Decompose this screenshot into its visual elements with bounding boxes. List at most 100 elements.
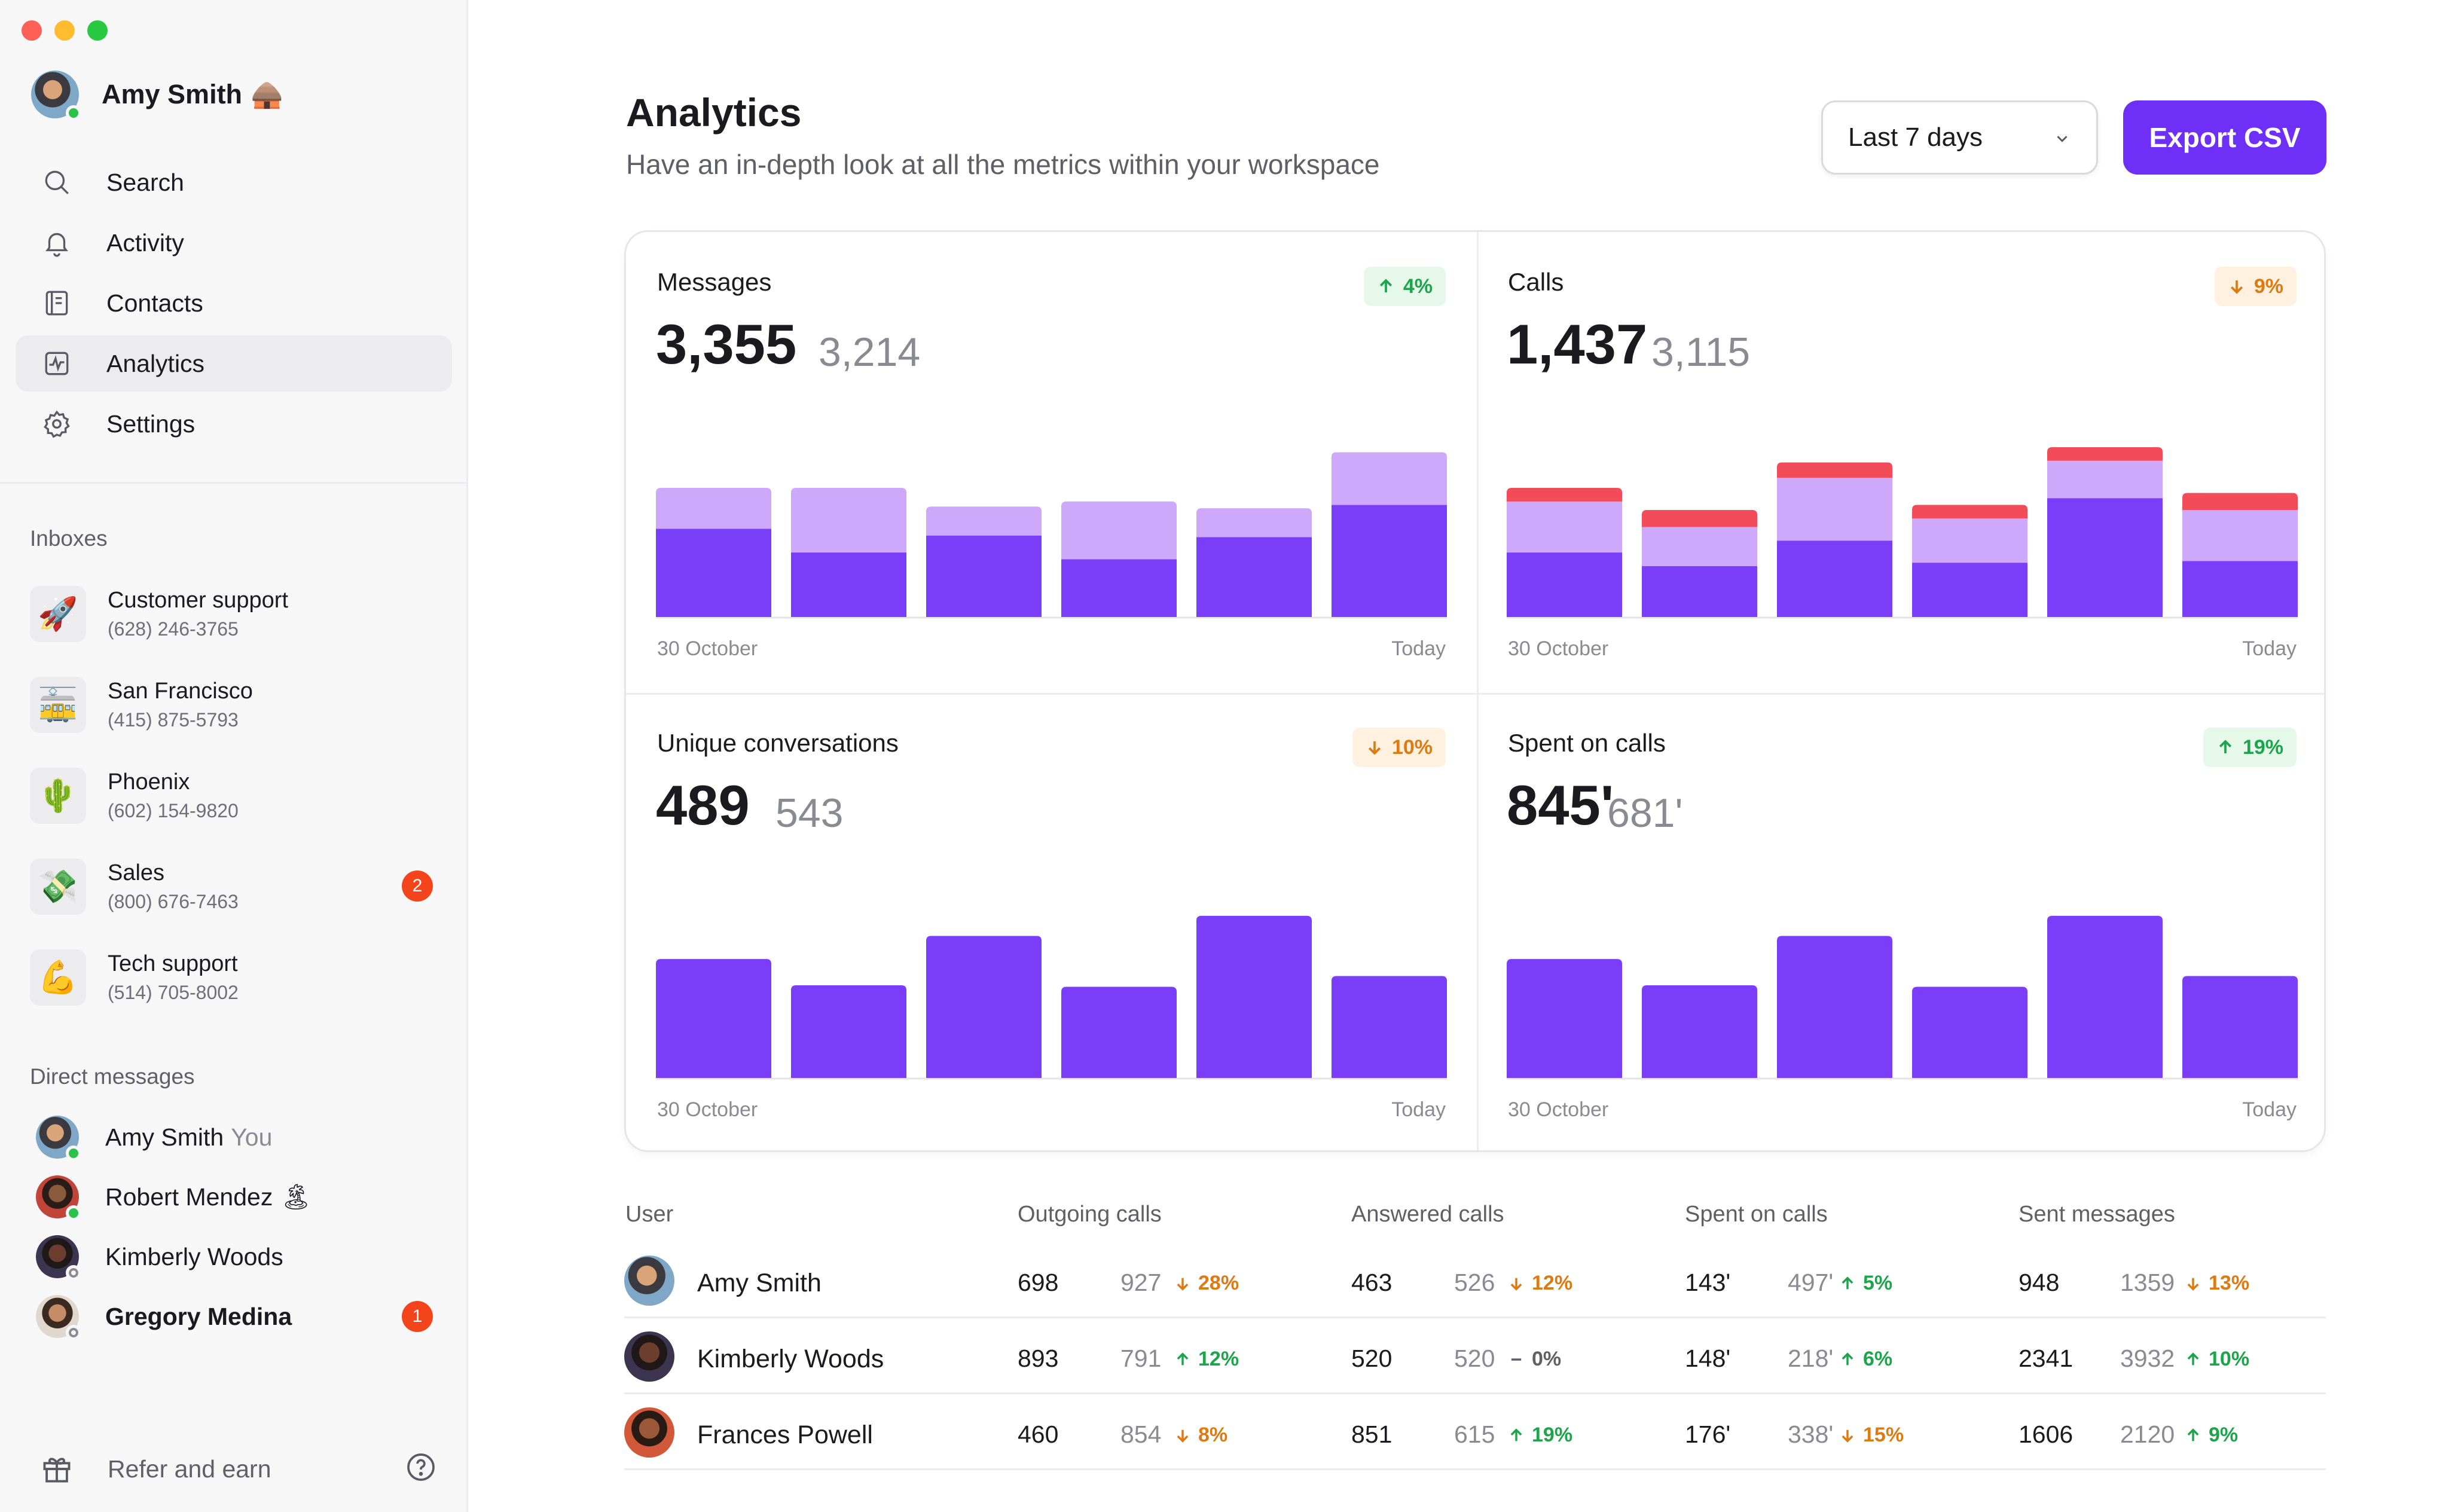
bar-segment-0-0[interactable] <box>656 959 771 1078</box>
zoom-window-button[interactable] <box>87 20 108 41</box>
bar-segment-1-0[interactable] <box>791 985 906 1078</box>
bar-segment-5-1[interactable] <box>2182 510 2298 561</box>
inbox-item-tech-support[interactable]: 💪 Tech support (514) 705-8002 <box>30 939 436 1016</box>
nav-item-activity[interactable]: Activity <box>16 215 452 271</box>
nav-label: Contacts <box>106 289 203 317</box>
export-csv-button[interactable]: Export CSV <box>2123 100 2326 175</box>
bar-corner-mask <box>1642 510 1647 515</box>
table-row[interactable]: Kimberly Woods 893 791 12% 520 520 0% 148' 218' 6… <box>624 1318 2326 1394</box>
metric-previous: 2120 <box>2120 1421 2175 1448</box>
dm-item-gregory-medina[interactable]: Gregory Medina 1 <box>36 1293 436 1340</box>
bar-segment-3-0[interactable] <box>1061 559 1177 617</box>
bar-segment-1-0[interactable] <box>1642 985 1757 1078</box>
bar-segment-2-0[interactable] <box>1777 936 1892 1078</box>
bar-segment-2-0[interactable] <box>926 535 1042 617</box>
date-range-value: Last 7 days <box>1848 123 1983 152</box>
delta-value: 9% <box>2253 274 2283 298</box>
nav-item-analytics[interactable]: Analytics <box>16 335 452 392</box>
card-title: Spent on calls <box>1508 729 1666 757</box>
inbox-item-sales[interactable]: 💸 Sales (800) 676-7463 2 <box>30 848 436 925</box>
bar-segment-4-0[interactable] <box>1196 537 1312 617</box>
metric-delta: 10% <box>2185 1348 2249 1371</box>
nav-item-search[interactable]: Search <box>16 154 452 210</box>
bar-segment-0-0[interactable] <box>1507 552 1622 617</box>
axis-start-label: 30 October <box>657 1098 758 1121</box>
bar-segment-0-0[interactable] <box>1507 959 1622 1078</box>
bar-segment-2-0[interactable] <box>1777 540 1892 617</box>
bar-segment-2-0[interactable] <box>926 936 1042 1078</box>
inbox-item-customer-support[interactable]: 🚀 Customer support (628) 246-3765 <box>30 575 436 653</box>
metric-previous: 1359 <box>2120 1269 2175 1296</box>
dm-name: Amy Smith <box>105 1123 224 1151</box>
nav-item-contacts[interactable]: Contacts <box>16 275 452 331</box>
bar-corner-mask <box>1332 452 1336 457</box>
bar-segment-1-0[interactable] <box>1642 566 1757 617</box>
delta-value: 19% <box>2242 735 2283 759</box>
bar-corner-mask <box>1507 959 1511 964</box>
metric-previous: 497' <box>1788 1269 1834 1296</box>
bar-segment-0-0[interactable] <box>656 529 771 617</box>
bar-segment-5-0[interactable] <box>2182 976 2298 1078</box>
bar-segment-0-1[interactable] <box>656 488 771 529</box>
dm-item-amy-smith[interactable]: Amy Smith You <box>36 1113 436 1161</box>
inbox-item-phoenix[interactable]: 🌵 Phoenix (602) 154-9820 <box>30 757 436 835</box>
bar-segment-5-1[interactable] <box>1332 452 1447 505</box>
metric-current: 893 <box>1018 1345 1059 1372</box>
nav-item-settings[interactable]: Settings <box>16 396 452 452</box>
bar-segment-4-0[interactable] <box>2047 915 2163 1078</box>
bar-segment-3-0[interactable] <box>1912 986 2027 1078</box>
bar-segment-2-1[interactable] <box>1777 478 1892 541</box>
bar-top-cap-0 <box>1507 959 1622 965</box>
metric-current: 948 <box>2019 1269 2060 1296</box>
metric-delta: 12% <box>1174 1348 1239 1371</box>
minimize-window-button[interactable] <box>54 20 75 41</box>
bar-segment-3-1[interactable] <box>1912 518 2027 563</box>
card-previous-value: 3,214 <box>819 329 921 375</box>
bar-segment-3-0[interactable] <box>1061 986 1177 1078</box>
metric-current: 148' <box>1685 1345 1731 1372</box>
bar-corner-mask <box>926 936 931 941</box>
column-header-sent-messages[interactable]: Sent messages <box>2019 1202 2175 1227</box>
inbox-item-san-francisco[interactable]: 🚋 San Francisco (415) 875-5793 <box>30 666 436 744</box>
column-header-outgoing-calls[interactable]: Outgoing calls <box>1018 1202 1162 1227</box>
table-row[interactable]: Frances Powell 460 854 8% 851 615 19% 176' 338' 1… <box>624 1394 2326 1470</box>
bar-corner-mask <box>767 488 771 493</box>
bar-segment-1-1[interactable] <box>1642 527 1757 566</box>
table-row[interactable]: Amy Smith 698 927 28% 463 526 12% 143' 497' 5% 948… <box>624 1242 2326 1318</box>
bar-segment-5-0[interactable] <box>1332 505 1447 617</box>
unique-conversations-bar-chart <box>656 915 1447 1080</box>
metric-delta-value: 15% <box>1863 1424 1904 1446</box>
bar-segment-1-0[interactable] <box>791 552 906 617</box>
date-range-select[interactable]: Last 7 days <box>1821 100 2098 175</box>
bar-segment-5-0[interactable] <box>2182 561 2298 617</box>
bar-top-cap-1 <box>791 488 906 494</box>
column-header-spent-on-calls[interactable]: Spent on calls <box>1685 1202 1828 1227</box>
sidebar: Amy Smith 🛖 Search Activity Contacts Ana… <box>0 0 468 1512</box>
inbox-phone: (514) 705-8002 <box>108 982 239 1003</box>
bar-segment-3-0[interactable] <box>1912 563 2027 617</box>
bar-segment-4-1[interactable] <box>2047 460 2163 499</box>
bar-segment-4-0[interactable] <box>2047 498 2163 617</box>
avatar <box>624 1256 674 1306</box>
refer-and-earn[interactable]: Refer and earn <box>39 1452 438 1486</box>
close-window-button[interactable] <box>22 20 42 41</box>
bar-top-cap-3 <box>1912 505 2027 511</box>
bar-segment-5-0[interactable] <box>1332 976 1447 1078</box>
bar-corner-mask <box>1442 452 1447 457</box>
column-header-user[interactable]: User <box>625 1202 674 1227</box>
dm-item-robert-mendez[interactable]: Robert Mendez 🏝 <box>36 1173 436 1221</box>
metric-delta-value: 6% <box>1863 1348 1893 1370</box>
bar-corner-mask <box>767 959 771 964</box>
bar-segment-0-1[interactable] <box>1507 501 1622 553</box>
bar-segment-1-1[interactable] <box>791 488 906 553</box>
dm-item-kimberly-woods[interactable]: Kimberly Woods <box>36 1233 436 1281</box>
delta-badge: 19% <box>2203 728 2297 767</box>
help-icon[interactable] <box>404 1450 438 1484</box>
dash-icon <box>1511 1358 1522 1361</box>
bar-corner-mask <box>2158 447 2163 452</box>
profile[interactable]: Amy Smith 🛖 <box>31 71 283 121</box>
bar-segment-4-0[interactable] <box>1196 915 1312 1078</box>
column-header-answered-calls[interactable]: Answered calls <box>1351 1202 1504 1227</box>
bar-top-cap-3 <box>1912 986 2027 992</box>
bar-segment-3-1[interactable] <box>1061 501 1177 560</box>
